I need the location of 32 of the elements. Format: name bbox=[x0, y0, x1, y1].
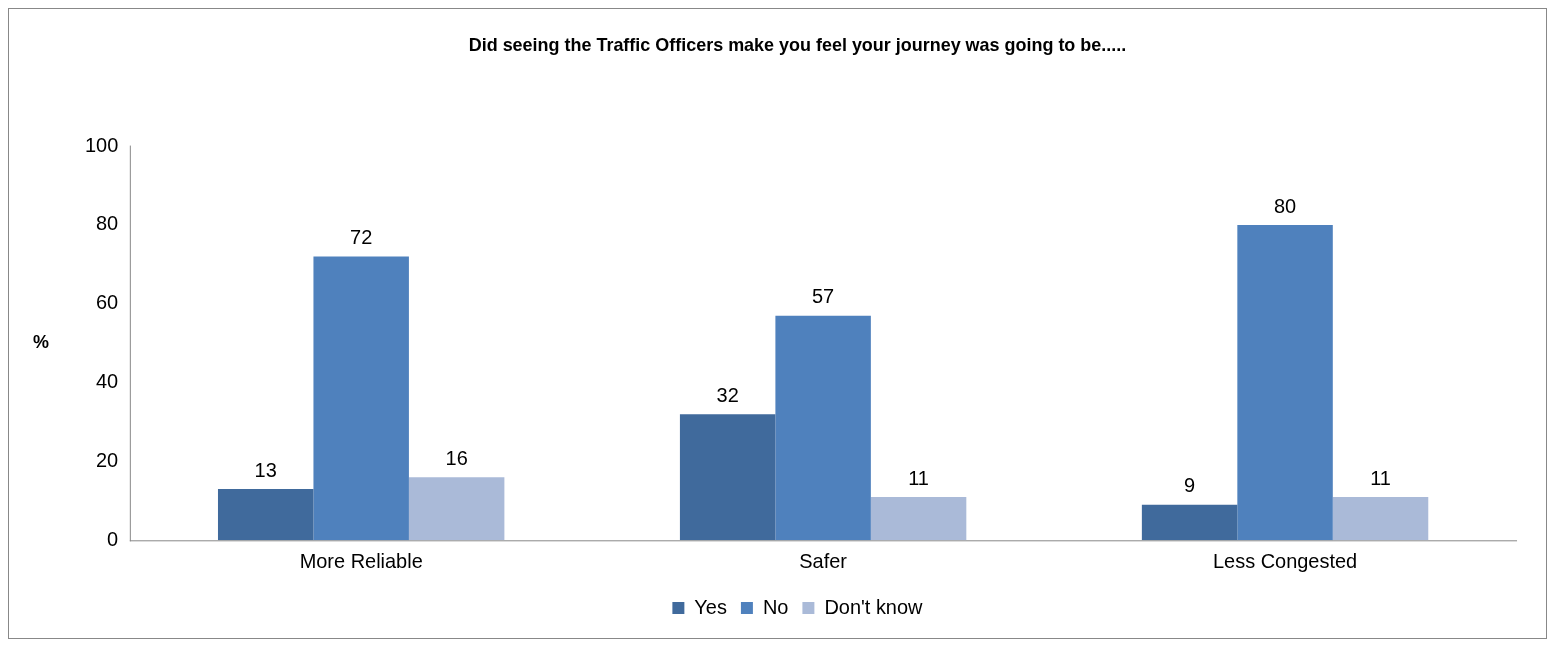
bar bbox=[775, 315, 871, 541]
x-tick-label: Less Congested bbox=[1212, 549, 1358, 572]
data-label: 80 bbox=[1273, 194, 1297, 217]
x-tick-label: Safer bbox=[799, 549, 848, 572]
bar bbox=[870, 496, 967, 541]
y-tick-label: 80 bbox=[96, 212, 119, 235]
legend-label: Yes bbox=[694, 595, 727, 618]
y-tick-label: 100 bbox=[84, 133, 119, 156]
data-label: 57 bbox=[812, 285, 835, 308]
bar bbox=[217, 489, 314, 541]
bar bbox=[1332, 496, 1429, 541]
y-axis-title: % bbox=[32, 332, 49, 353]
y-tick-label: 0 bbox=[107, 527, 119, 550]
y-tick-label: 60 bbox=[96, 291, 119, 314]
data-label: 11 bbox=[908, 466, 929, 489]
data-label: 32 bbox=[716, 383, 739, 406]
legend-label: No bbox=[762, 595, 789, 618]
bar bbox=[1237, 224, 1333, 541]
x-tick-label: More Reliable bbox=[299, 549, 423, 572]
y-tick-label: 20 bbox=[96, 449, 119, 471]
data-label: 9 bbox=[1184, 474, 1196, 497]
data-label: 11 bbox=[1370, 466, 1391, 489]
legend-label: Don't know bbox=[824, 595, 924, 618]
chart-title: Did seeing the Traffic Officers make you feel your journey was going to be..... bbox=[468, 34, 1127, 55]
bar bbox=[408, 477, 505, 541]
y-tick-label: 40 bbox=[96, 370, 119, 393]
data-label: 13 bbox=[254, 458, 277, 481]
bar bbox=[679, 414, 776, 541]
bar bbox=[1141, 504, 1238, 541]
bar bbox=[313, 256, 409, 541]
data-label: 72 bbox=[350, 226, 373, 249]
data-label: 16 bbox=[445, 446, 468, 469]
